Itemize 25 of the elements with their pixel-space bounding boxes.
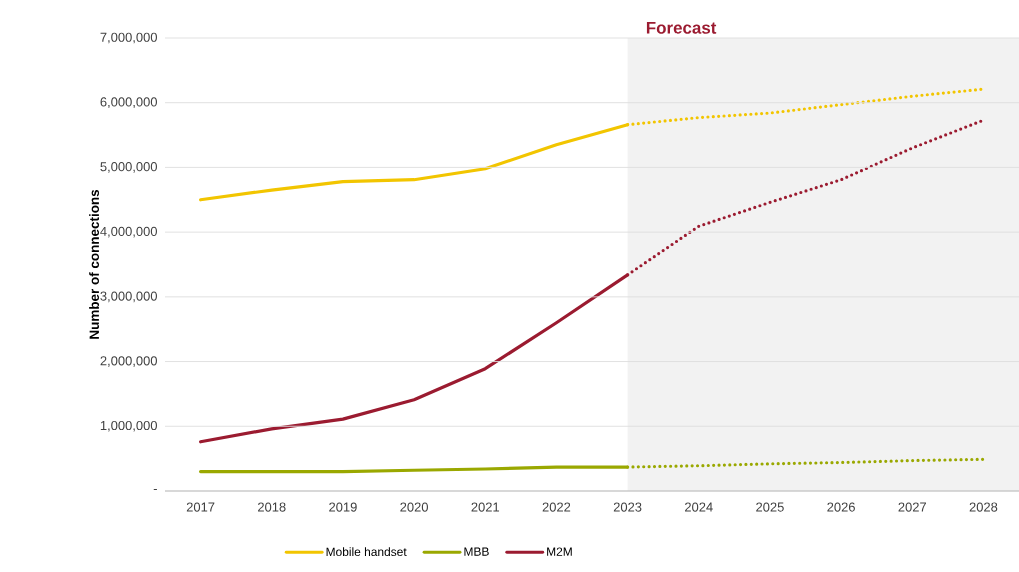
y-tick-label: 1,000,000 bbox=[100, 420, 157, 432]
y-tick-label: 5,000,000 bbox=[100, 162, 157, 173]
x-tick-label: 2027 bbox=[898, 502, 926, 512]
x-tick-label: 2023 bbox=[613, 502, 642, 512]
x-tick-label: 2025 bbox=[756, 502, 784, 512]
y-tick-label: 4,000,000 bbox=[100, 226, 157, 238]
y-tick-label: 2,000,000 bbox=[100, 356, 157, 367]
y-axis-title: Number of connections bbox=[89, 189, 100, 339]
x-tick-label: 2018 bbox=[258, 502, 286, 512]
x-tick-label: 2017 bbox=[186, 502, 215, 512]
legend-label: Mobile handset bbox=[326, 547, 407, 557]
band-label: Forecast bbox=[646, 21, 717, 34]
x-tick-label: 2026 bbox=[827, 502, 855, 512]
x-tick-label: 2020 bbox=[400, 502, 428, 512]
y-tick-label: 7,000,000 bbox=[100, 32, 157, 44]
x-tick-label: 2028 bbox=[969, 502, 998, 512]
y-tick-label: 6,000,000 bbox=[100, 97, 157, 109]
legend-label: M2M bbox=[547, 547, 572, 556]
x-tick-label: 2022 bbox=[542, 502, 571, 512]
x-tick-label: 2021 bbox=[471, 502, 500, 512]
x-tick-label: 2019 bbox=[329, 502, 357, 512]
legend-label: MBB bbox=[464, 547, 489, 556]
x-tick-label: 2024 bbox=[685, 502, 713, 512]
y-tick-label: - bbox=[153, 489, 157, 491]
y-tick-label: 3,000,000 bbox=[100, 291, 157, 303]
